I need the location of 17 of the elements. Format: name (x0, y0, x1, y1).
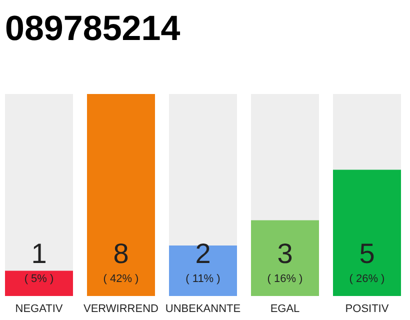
bar (5, 270, 73, 296)
data-label: 1 (31, 238, 47, 269)
x-tick-label: UNBEKANNTE (165, 303, 241, 315)
annotation: ( 5% ) (24, 273, 54, 285)
annotation: ( 11% ) (186, 273, 220, 285)
chart-title: 089785214 (5, 9, 181, 48)
data-label: 3 (277, 238, 293, 269)
data-label: 2 (195, 238, 211, 269)
data-label: 8 (113, 238, 129, 269)
x-tick-label: POSITIV (345, 303, 390, 315)
annotation: ( 42% ) (103, 273, 139, 285)
annotation: ( 16% ) (267, 273, 303, 285)
x-tick-label: NEGATIV (15, 303, 64, 315)
data-label: 5 (359, 238, 375, 269)
x-tick-label: VERWIRREND (84, 303, 159, 315)
x-tick-label: EGAL (270, 303, 300, 315)
annotation: ( 26% ) (349, 273, 385, 285)
